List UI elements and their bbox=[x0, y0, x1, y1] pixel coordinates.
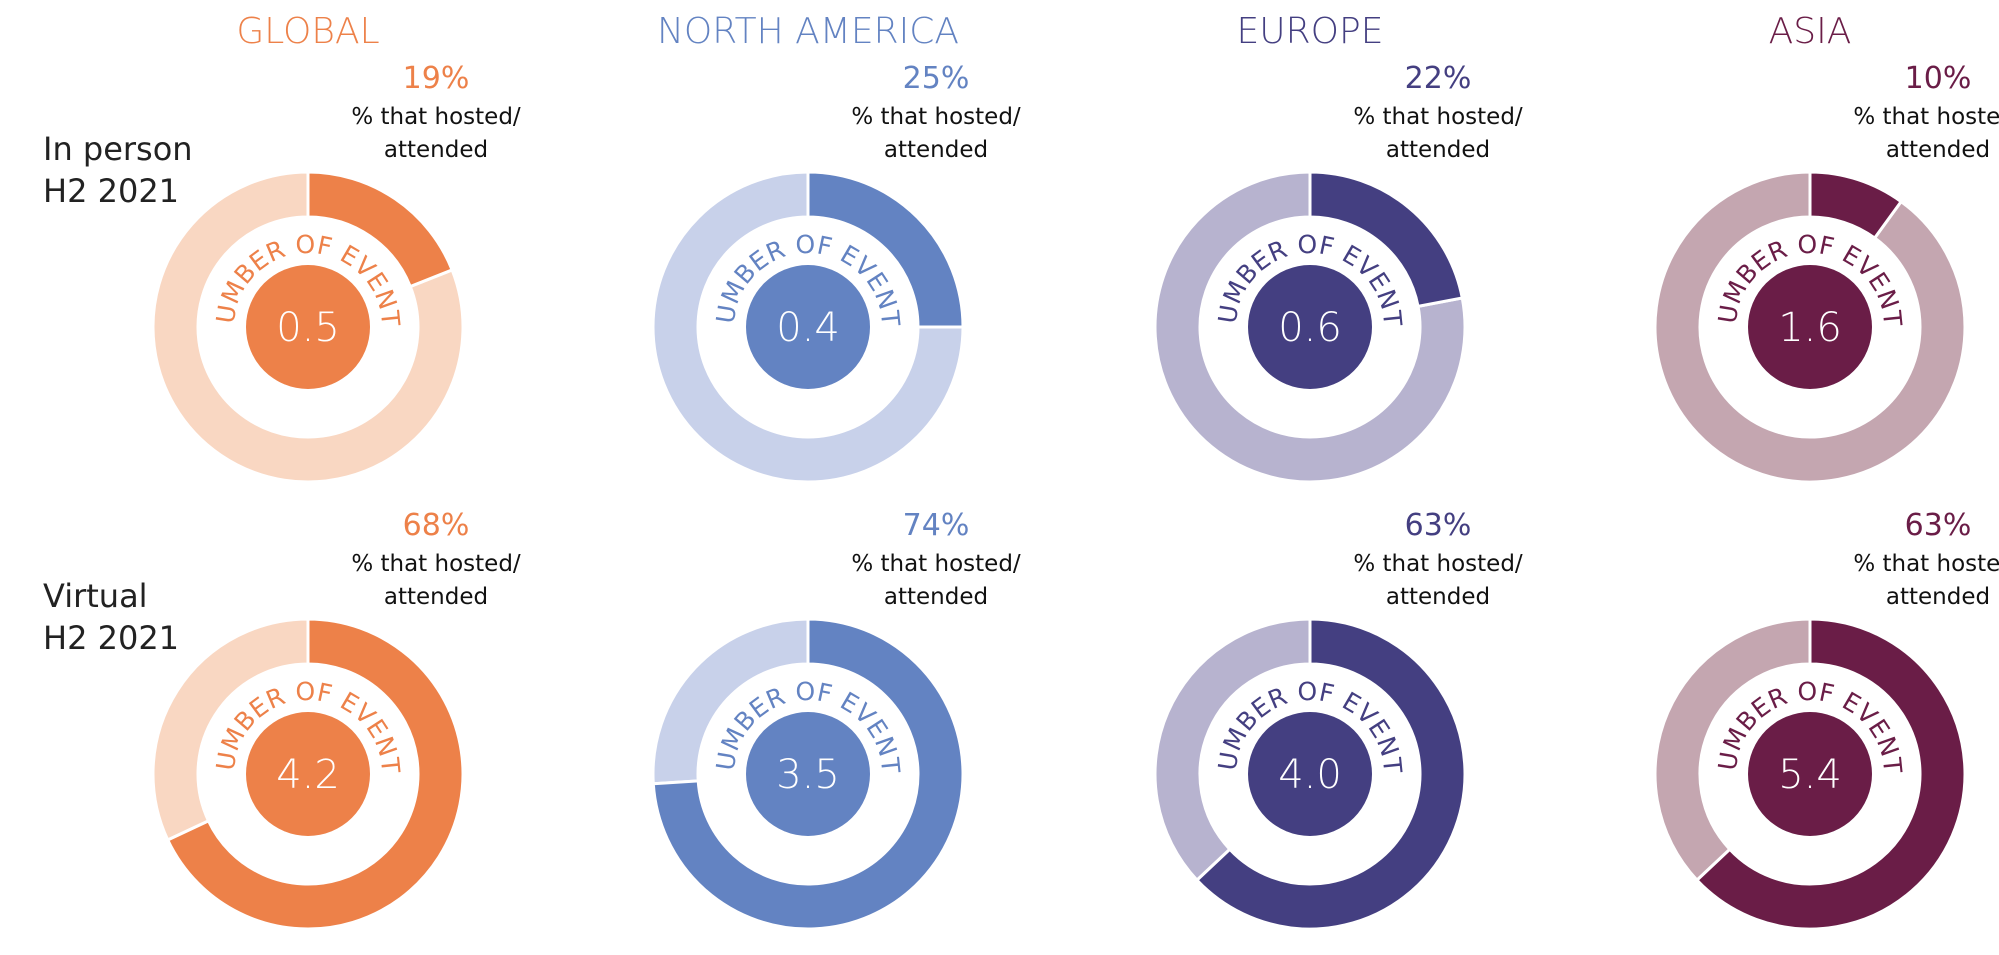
share-percent: 10% bbox=[1905, 61, 1972, 96]
share-caption: attended bbox=[384, 584, 488, 610]
share-percent: 63% bbox=[1905, 508, 1972, 543]
row-label: Virtual bbox=[43, 577, 148, 615]
donut-share-segment bbox=[1194, 617, 1467, 931]
donut-share-segment bbox=[651, 617, 965, 931]
donut-remainder-segment bbox=[1653, 617, 1812, 883]
share-percent: 68% bbox=[403, 508, 470, 543]
donut-share-segment bbox=[1808, 170, 1904, 241]
events-core bbox=[1248, 265, 1372, 389]
share-percent: 74% bbox=[903, 508, 970, 543]
donut-share-segment bbox=[306, 170, 455, 289]
events-value: 5.4 bbox=[1778, 752, 1842, 798]
row-label-period: H2 2021 bbox=[43, 619, 179, 657]
share-caption: % that hosted/ bbox=[351, 104, 521, 130]
donut-remainder-segment bbox=[1153, 170, 1467, 484]
region-title: ASIA bbox=[1769, 11, 1852, 52]
share-percent: 22% bbox=[1405, 61, 1472, 96]
events-value: 4.2 bbox=[276, 752, 340, 798]
donut-share-segment bbox=[1308, 170, 1465, 309]
share-caption: attended bbox=[884, 137, 988, 163]
events-value: 0.6 bbox=[1278, 305, 1342, 351]
share-caption: attended bbox=[884, 584, 988, 610]
events-core bbox=[246, 712, 370, 836]
donut-remainder-segment bbox=[151, 170, 465, 484]
events-core bbox=[1748, 265, 1872, 389]
events-value: 0.4 bbox=[776, 305, 840, 351]
events-core bbox=[246, 265, 370, 389]
donut-remainder-segment bbox=[1653, 170, 1967, 484]
share-caption: % that hosted/ bbox=[1353, 104, 1523, 130]
events-core bbox=[746, 265, 870, 389]
donut-remainder-segment bbox=[151, 617, 310, 842]
share-caption: % that hosted/ bbox=[1353, 551, 1523, 577]
donut-remainder-segment bbox=[651, 170, 965, 484]
share-caption: % that hosted/ bbox=[851, 551, 1021, 577]
share-caption: % that hosted/ bbox=[1853, 551, 1999, 577]
share-caption: % that hosted/ bbox=[1853, 104, 1999, 130]
events-value: 4.0 bbox=[1278, 752, 1342, 798]
share-percent: 25% bbox=[903, 61, 970, 96]
events-core bbox=[746, 712, 870, 836]
share-caption: attended bbox=[1886, 584, 1990, 610]
share-caption: attended bbox=[384, 137, 488, 163]
region-title: GLOBAL bbox=[236, 11, 379, 52]
events-core bbox=[1248, 712, 1372, 836]
events-value: 1.6 bbox=[1778, 305, 1842, 351]
donut-share-segment bbox=[165, 617, 465, 931]
donut-north-america: 0.4NUMBER OF EVENTS25%% that hosted/atte… bbox=[0, 0, 1021, 484]
share-caption: attended bbox=[1886, 137, 1990, 163]
share-caption: % that hosted/ bbox=[851, 104, 1021, 130]
donut-remainder-segment bbox=[1153, 617, 1312, 883]
region-title: EUROPE bbox=[1237, 11, 1384, 52]
events-core bbox=[1748, 712, 1872, 836]
donut-share-segment bbox=[1694, 617, 1967, 931]
share-caption: % that hosted/ bbox=[351, 551, 521, 577]
events-value: 3.5 bbox=[776, 752, 840, 798]
share-percent: 19% bbox=[403, 61, 470, 96]
events-value: 0.5 bbox=[276, 305, 340, 351]
donut-global: 0.5NUMBER OF EVENTS19%% that hosted/atte… bbox=[0, 0, 521, 484]
donut-share-segment bbox=[806, 170, 965, 329]
share-caption: attended bbox=[1386, 584, 1490, 610]
share-percent: 63% bbox=[1405, 508, 1472, 543]
row-label: In person bbox=[43, 130, 193, 168]
region-title: NORTH AMERICA bbox=[657, 11, 959, 52]
share-caption: attended bbox=[1386, 137, 1490, 163]
row-label-period: H2 2021 bbox=[43, 172, 179, 210]
